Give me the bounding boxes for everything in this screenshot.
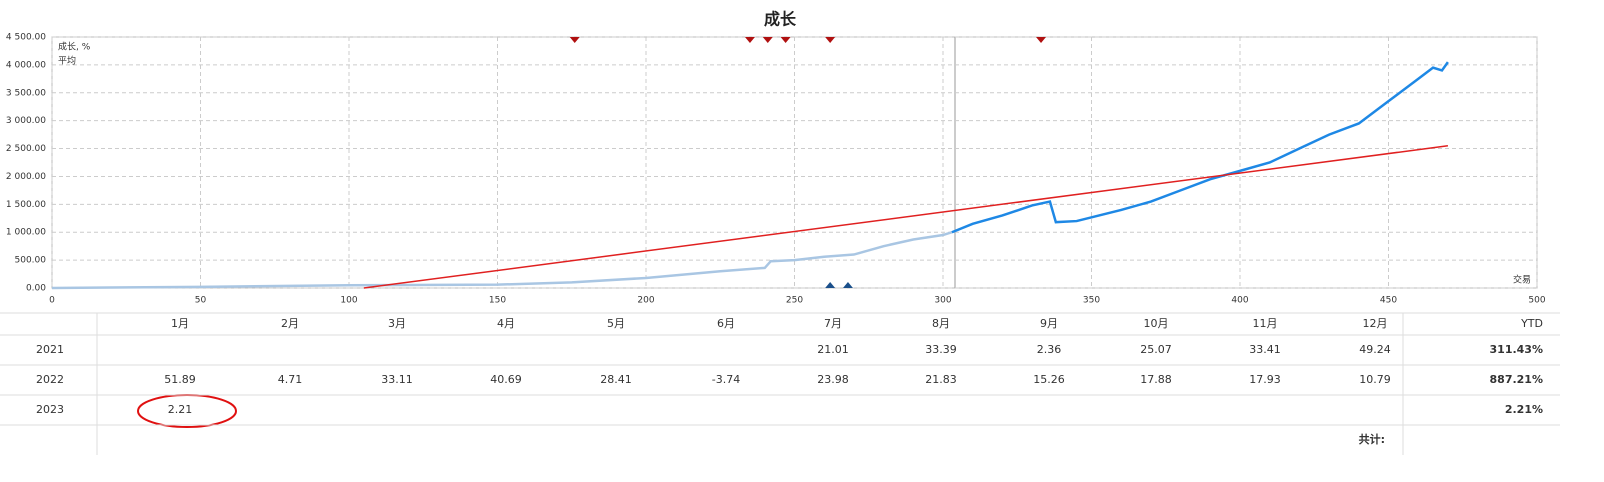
month-value: 40.69: [490, 373, 522, 386]
month-value: 10.79: [1359, 373, 1391, 386]
month-header: 4月: [497, 317, 515, 330]
month-value: 4.71: [278, 373, 303, 386]
event-marker: [825, 282, 836, 288]
month-header: 12月: [1363, 317, 1388, 330]
ytd-value: 887.21%: [1490, 373, 1543, 386]
event-marker: [569, 37, 580, 43]
x-tick-label: 0: [49, 296, 55, 306]
month-header: 2月: [281, 317, 299, 330]
event-marker: [1036, 37, 1047, 43]
y-tick-label: 1 000.00: [6, 228, 46, 238]
month-value: 2.21: [168, 403, 193, 416]
month-value: 21.83: [925, 373, 957, 386]
month-header: 8月: [932, 317, 950, 330]
x-tick-label: 50: [195, 296, 207, 306]
month-header: 1月: [171, 317, 189, 330]
month-header: 5月: [607, 317, 625, 330]
y-tick-label: 0.00: [26, 284, 46, 294]
x-tick-label: 250: [786, 296, 803, 306]
month-value: -3.74: [712, 373, 740, 386]
event-marker: [780, 37, 791, 43]
year-label: 2022: [36, 373, 64, 386]
ytd-value: 2.21%: [1505, 403, 1543, 416]
x-tick-label: 350: [1083, 296, 1100, 306]
y-tick-label: 2 000.00: [6, 172, 46, 182]
chart-title: 成长: [764, 10, 797, 29]
month-value: 25.07: [1140, 343, 1172, 356]
series-line: [951, 61, 1449, 234]
month-value: 33.39: [925, 343, 957, 356]
y-tick-label: 1 500.00: [6, 200, 46, 210]
ytd-value: 311.43%: [1490, 343, 1543, 356]
month-header: 9月: [1040, 317, 1058, 330]
event-marker: [842, 282, 853, 288]
month-value: 17.88: [1140, 373, 1172, 386]
month-value: 21.01: [817, 343, 849, 356]
total-label: 共计:: [1359, 432, 1385, 446]
month-header: 11月: [1253, 317, 1278, 330]
year-label: 2021: [36, 343, 64, 356]
year-label: 2023: [36, 403, 64, 416]
month-value: 28.41: [600, 373, 632, 386]
y-tick-label: 3 500.00: [6, 88, 46, 98]
event-marker: [744, 37, 755, 43]
series-line: [51, 231, 953, 290]
y-tick-label: 2 500.00: [6, 144, 46, 154]
y-tick-label: 4 000.00: [6, 60, 46, 70]
x-tick-label: 500: [1528, 296, 1545, 306]
event-marker: [762, 37, 773, 43]
month-header: 3月: [388, 317, 406, 330]
month-header: 10月: [1144, 317, 1169, 330]
legend-entry: 平均: [58, 55, 76, 67]
month-value: 17.93: [1249, 373, 1281, 386]
series-line: [363, 145, 1448, 289]
x-tick-label: 150: [489, 296, 506, 306]
month-value: 49.24: [1359, 343, 1391, 356]
month-header: YTD: [1520, 317, 1543, 330]
month-header: 7月: [824, 317, 842, 330]
month-value: 33.41: [1249, 343, 1281, 356]
x-tick-label: 200: [637, 296, 654, 306]
event-marker: [825, 37, 836, 43]
x-tick-label: 450: [1380, 296, 1397, 306]
y-tick-label: 4 500.00: [6, 33, 46, 43]
y-tick-label: 3 000.00: [6, 116, 46, 126]
month-value: 15.26: [1033, 373, 1065, 386]
month-value: 33.11: [381, 373, 413, 386]
x-axis-label: 交易: [1513, 274, 1531, 286]
month-value: 2.36: [1037, 343, 1062, 356]
month-value: 23.98: [817, 373, 849, 386]
x-tick-label: 300: [934, 296, 951, 306]
x-tick-label: 100: [340, 296, 357, 306]
x-tick-label: 400: [1231, 296, 1248, 306]
month-value: 51.89: [164, 373, 196, 386]
legend-entry: 成长, %: [58, 41, 91, 53]
y-tick-label: 500.00: [15, 256, 47, 266]
plot-frame: [51, 36, 1538, 289]
month-header: 6月: [717, 317, 735, 330]
